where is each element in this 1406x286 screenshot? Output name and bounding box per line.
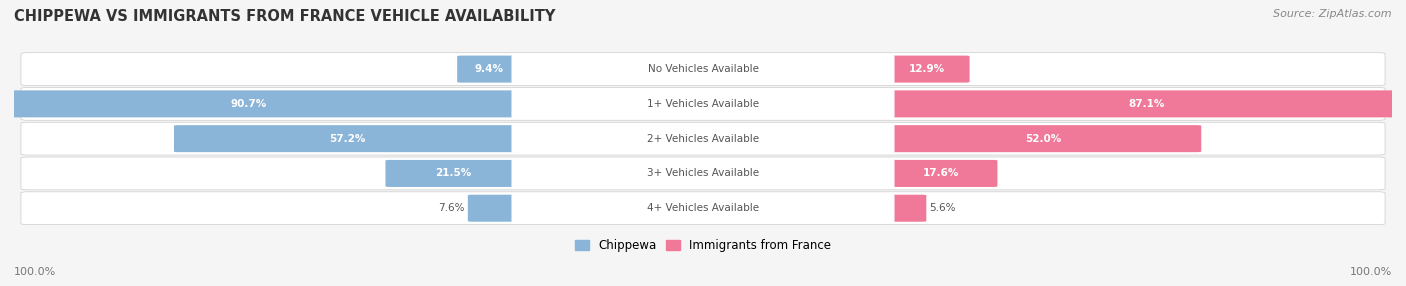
FancyBboxPatch shape [884,195,927,222]
FancyBboxPatch shape [884,55,970,83]
FancyBboxPatch shape [457,55,522,83]
FancyBboxPatch shape [884,160,997,187]
FancyBboxPatch shape [512,159,894,188]
Text: 5.6%: 5.6% [929,203,956,213]
Text: 7.6%: 7.6% [439,203,465,213]
FancyBboxPatch shape [21,53,1385,86]
Text: 87.1%: 87.1% [1129,99,1166,109]
Text: 4+ Vehicles Available: 4+ Vehicles Available [647,203,759,213]
FancyBboxPatch shape [884,125,1201,152]
FancyBboxPatch shape [512,194,894,223]
Text: 9.4%: 9.4% [475,64,503,74]
FancyBboxPatch shape [21,157,1385,190]
Text: No Vehicles Available: No Vehicles Available [648,64,758,74]
FancyBboxPatch shape [468,195,522,222]
FancyBboxPatch shape [385,160,522,187]
FancyBboxPatch shape [884,90,1406,117]
Text: 52.0%: 52.0% [1025,134,1062,144]
FancyBboxPatch shape [21,192,1385,225]
FancyBboxPatch shape [512,55,894,84]
Text: 21.5%: 21.5% [436,168,471,178]
Text: 57.2%: 57.2% [329,134,366,144]
Text: 2+ Vehicles Available: 2+ Vehicles Available [647,134,759,144]
Legend: Chippewa, Immigrants from France: Chippewa, Immigrants from France [569,234,837,257]
Text: 100.0%: 100.0% [1350,267,1392,277]
FancyBboxPatch shape [174,125,522,152]
Text: 100.0%: 100.0% [14,267,56,277]
FancyBboxPatch shape [21,122,1385,155]
Text: 17.6%: 17.6% [922,168,959,178]
FancyBboxPatch shape [0,90,522,117]
Text: 1+ Vehicles Available: 1+ Vehicles Available [647,99,759,109]
Text: 3+ Vehicles Available: 3+ Vehicles Available [647,168,759,178]
Text: CHIPPEWA VS IMMIGRANTS FROM FRANCE VEHICLE AVAILABILITY: CHIPPEWA VS IMMIGRANTS FROM FRANCE VEHIC… [14,9,555,23]
Text: Source: ZipAtlas.com: Source: ZipAtlas.com [1274,9,1392,19]
FancyBboxPatch shape [512,124,894,153]
Text: 12.9%: 12.9% [910,64,945,74]
FancyBboxPatch shape [21,88,1385,120]
FancyBboxPatch shape [512,90,894,118]
Text: 90.7%: 90.7% [231,99,266,109]
